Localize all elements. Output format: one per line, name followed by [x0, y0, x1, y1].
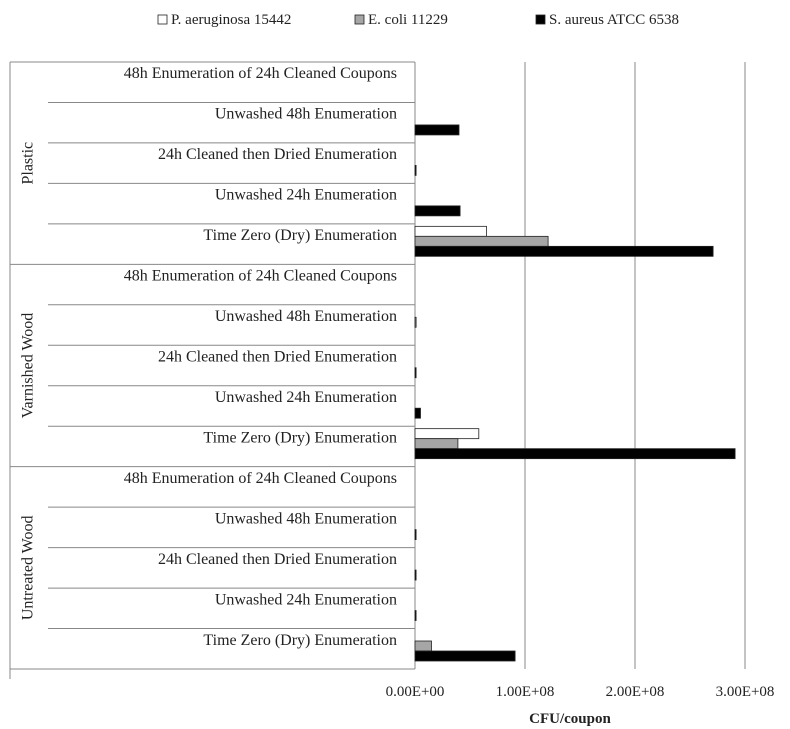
bar [414, 428, 480, 440]
category-label: Unwashed 24h Enumeration [215, 187, 397, 204]
category-label: Unwashed 48h Enumeration [215, 308, 397, 325]
legend-swatch [535, 14, 546, 25]
legend-swatch [354, 14, 365, 25]
gridlines [524, 62, 746, 669]
bars [414, 124, 736, 662]
x-tick-labels: 0.00E+00 1.00E+08 2.00E+08 3.00E+08 [386, 684, 775, 700]
category-label: 24h Cleaned then Dried Enumeration [158, 349, 397, 366]
bar [414, 367, 417, 379]
bar [414, 610, 417, 621]
bar [414, 569, 417, 581]
legend-label: E. coli 11229 [368, 12, 448, 28]
legend-swatch [157, 14, 168, 25]
x-tick-label: 2.00E+08 [606, 684, 665, 700]
group-label: Plastic [20, 142, 37, 185]
category-label: Unwashed 48h Enumeration [215, 106, 397, 123]
legend-label: S. aureus ATCC 6538 [549, 12, 679, 28]
category-label: Time Zero (Dry) Enumeration [203, 632, 397, 649]
category-axis-frame [9, 61, 416, 679]
bar [414, 124, 460, 136]
category-labels: 48h Enumeration of 24h Cleaned Coupons Un… [124, 65, 397, 649]
bar [414, 407, 421, 419]
bar [414, 529, 417, 540]
group-label: Varnished Wood [20, 313, 37, 419]
category-label: Unwashed 24h Enumeration [215, 389, 397, 406]
legend-label: P. aeruginosa 15442 [171, 12, 291, 28]
group-label: Untreated Wood [20, 516, 37, 621]
category-label: Time Zero (Dry) Enumeration [203, 429, 397, 446]
bar [414, 650, 516, 662]
bar [414, 245, 714, 257]
x-tick-label: 3.00E+08 [716, 684, 775, 700]
bar [414, 225, 487, 237]
x-tick-label: 0.00E+00 [386, 684, 445, 700]
group-labels: Plastic Varnished Wood Untreated Wood [20, 142, 37, 620]
bar [414, 316, 417, 328]
bar [414, 640, 432, 652]
category-label: Unwashed 24h Enumeration [215, 591, 397, 608]
category-label: 48h Enumeration of 24h Cleaned Coupons [124, 470, 397, 487]
category-label: Time Zero (Dry) Enumeration [203, 227, 397, 244]
legend: P. aeruginosa 15442 E. coli 11229 S. aureu… [157, 12, 679, 28]
category-label: 48h Enumeration of 24h Cleaned Coupons [124, 268, 397, 285]
bar [414, 438, 459, 450]
x-tick-label: 1.00E+08 [496, 684, 555, 700]
bar [414, 448, 736, 460]
bar [414, 235, 549, 247]
x-axis-title: CFU/coupon [529, 711, 611, 727]
category-label: 24h Cleaned then Dried Enumeration [158, 551, 397, 568]
bar [414, 164, 417, 176]
bar [414, 205, 461, 217]
category-label: Unwashed 48h Enumeration [215, 510, 397, 527]
category-label: 24h Cleaned then Dried Enumeration [158, 146, 397, 163]
category-label: 48h Enumeration of 24h Cleaned Coupons [124, 65, 397, 82]
